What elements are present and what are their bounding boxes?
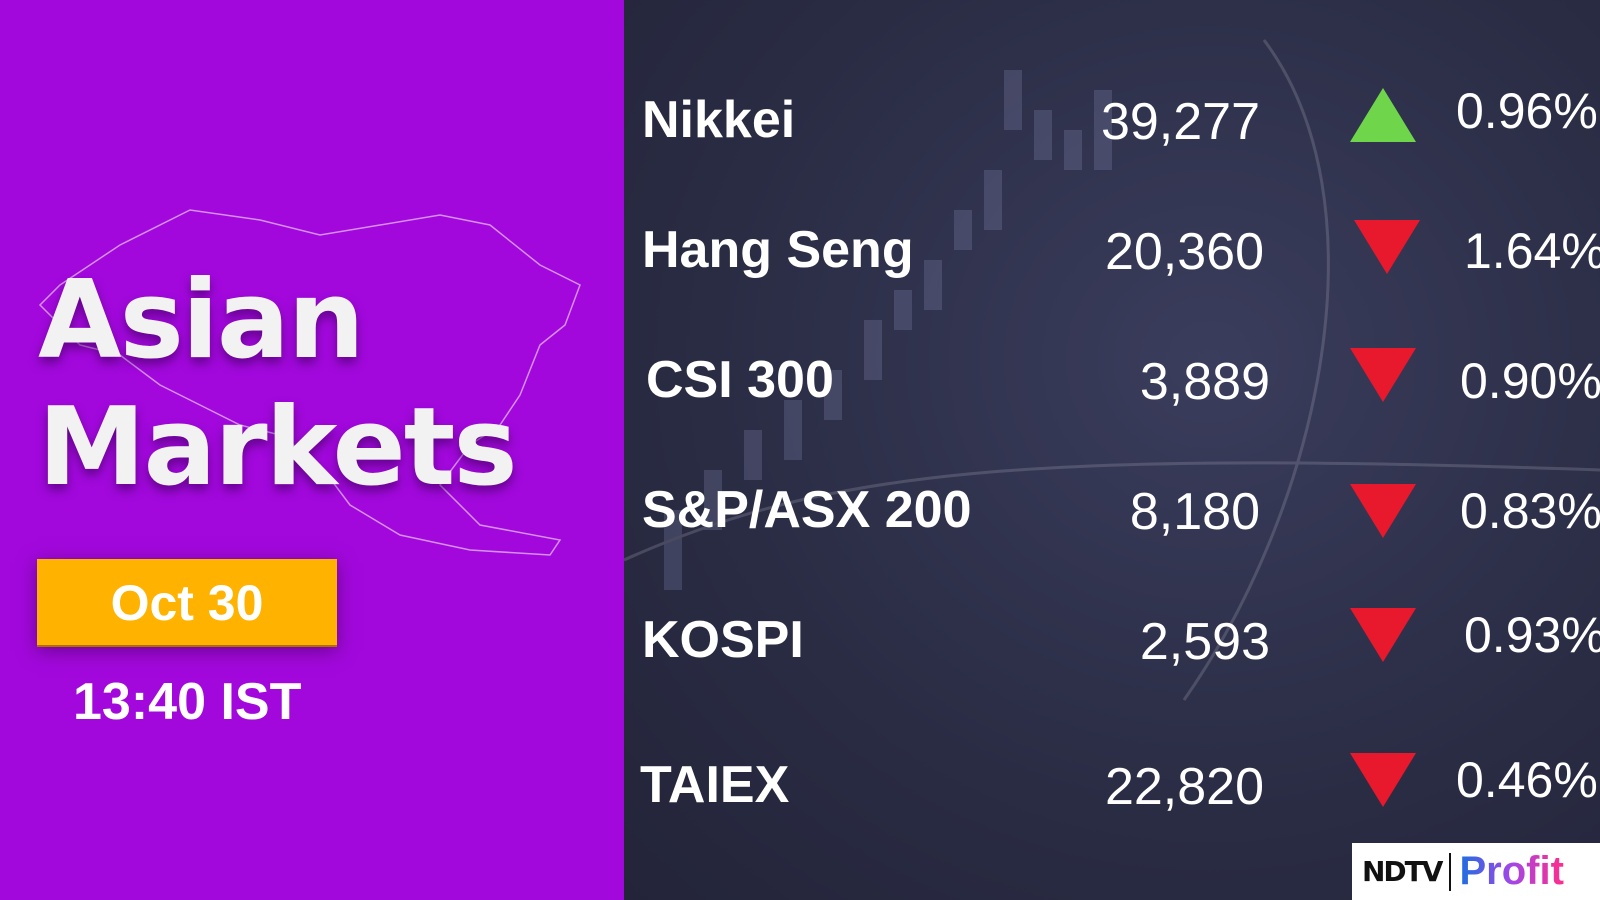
- index-change: 0.46%: [1456, 752, 1598, 808]
- logo-brand: NDTV: [1362, 855, 1443, 888]
- index-row-asx-200: S&P/ASX 200 8,180 0.83%: [624, 470, 1600, 550]
- down-arrow-icon: [1350, 348, 1416, 402]
- index-name: CSI 300: [646, 351, 834, 409]
- index-value: 20,360: [1104, 223, 1264, 281]
- index-name: S&P/ASX 200: [642, 481, 972, 539]
- down-arrow-icon: [1354, 220, 1420, 274]
- index-row-hang-seng: Hang Seng 20,360 1.64%: [624, 210, 1600, 290]
- logo-product: Profit: [1459, 849, 1564, 893]
- asia-map-outline: [38, 209, 581, 556]
- index-change: 0.83%: [1460, 483, 1600, 539]
- left-panel: Asian Markets Oct 30 13:40 IST: [0, 0, 624, 900]
- index-row-csi-300: CSI 300 3,889 0.90%: [624, 340, 1600, 420]
- index-name: KOSPI: [642, 611, 804, 669]
- down-arrow-icon: [1350, 753, 1416, 807]
- index-value: 3,889: [1139, 353, 1270, 411]
- candlestick-background: [624, 39, 1600, 701]
- headline-line2: Markets: [38, 385, 518, 510]
- index-value: 22,820: [1104, 758, 1264, 816]
- down-arrow-icon: [1350, 608, 1416, 662]
- index-row-taiex: TAIEX 22,820 0.46%: [624, 745, 1600, 825]
- index-row-nikkei: Nikkei 39,277 0.96%: [624, 80, 1600, 160]
- index-change: 1.64%: [1464, 223, 1600, 279]
- index-name: Hang Seng: [642, 221, 914, 279]
- headline-line1: Asian: [38, 258, 365, 383]
- index-name: TAIEX: [640, 756, 790, 814]
- up-arrow-icon: [1350, 88, 1416, 142]
- index-value: 2,593: [1139, 613, 1270, 671]
- down-arrow-icon: [1350, 484, 1416, 538]
- index-change: 0.96%: [1456, 83, 1598, 139]
- logo-divider: [1449, 852, 1452, 891]
- ndtv-profit-logo: NDTV Profit: [1352, 843, 1600, 900]
- index-name: Nikkei: [642, 91, 796, 149]
- index-change: 0.90%: [1460, 353, 1600, 409]
- index-value: 39,277: [1100, 93, 1260, 151]
- index-change: 0.93%: [1464, 607, 1600, 663]
- market-table: [624, 0, 1600, 900]
- time-label: 13:40 IST: [73, 673, 302, 731]
- date-badge: Oct 30: [37, 559, 337, 647]
- index-row-kospi: KOSPI 2,593 0.93%: [624, 600, 1600, 680]
- index-value: 8,180: [1129, 483, 1260, 541]
